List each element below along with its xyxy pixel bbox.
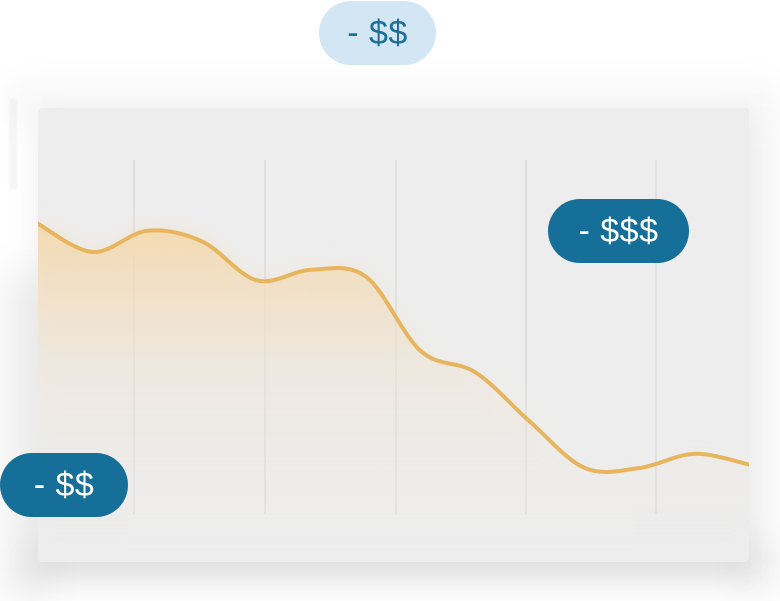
card-shadow-left (8, 270, 42, 600)
series-line (38, 221, 749, 474)
background-strip (9, 98, 17, 190)
price-badge-left: - $$ (0, 453, 128, 517)
price-badge-top: - $$ (319, 1, 436, 65)
chart-card (38, 108, 749, 562)
area-fill (38, 223, 749, 562)
card-shadow-right (748, 120, 768, 590)
chart-svg (38, 160, 749, 562)
price-badge-right: - $$$ (548, 199, 689, 263)
